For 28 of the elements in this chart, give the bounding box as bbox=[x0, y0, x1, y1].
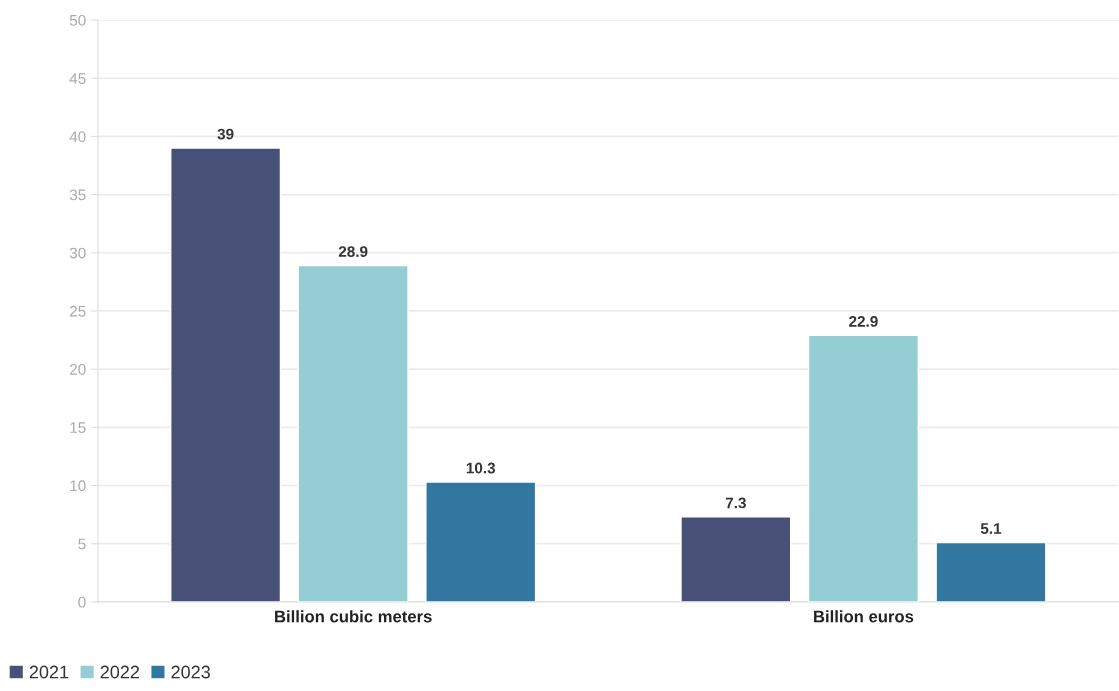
y-tick-label: 30 bbox=[69, 247, 86, 259]
bar bbox=[425, 481, 537, 602]
bar bbox=[935, 541, 1047, 602]
data-label: 7.3 bbox=[725, 497, 746, 509]
x-tick-label: Billion euros bbox=[814, 610, 914, 623]
data-label: 28.9 bbox=[338, 246, 368, 257]
y-tick-label: 40 bbox=[69, 131, 86, 143]
bar bbox=[807, 334, 919, 602]
legend-label: 2021 bbox=[29, 665, 69, 679]
y-tick-label: 5 bbox=[78, 538, 86, 550]
y-tick-label: 15 bbox=[70, 422, 86, 433]
y-tick-label: 45 bbox=[69, 73, 86, 84]
data-label: 5.1 bbox=[980, 523, 1002, 534]
legend-label: 2023 bbox=[171, 665, 210, 679]
data-label: 39 bbox=[217, 128, 234, 140]
y-tick-label: 0 bbox=[78, 596, 86, 608]
bar bbox=[170, 147, 282, 602]
y-tick-label: 50 bbox=[69, 14, 86, 26]
bar bbox=[297, 264, 409, 602]
data-label: 10.3 bbox=[466, 462, 496, 474]
x-tick-label: Billion cubic meters bbox=[275, 610, 432, 623]
y-tick-label: 20 bbox=[70, 364, 86, 375]
legend-label: 2022 bbox=[100, 665, 140, 679]
bar bbox=[680, 516, 792, 602]
data-label: 22.9 bbox=[849, 315, 878, 327]
y-tick-label: 10 bbox=[70, 480, 86, 492]
y-tick-label: 35 bbox=[69, 189, 86, 201]
y-tick-label: 25 bbox=[70, 305, 86, 317]
